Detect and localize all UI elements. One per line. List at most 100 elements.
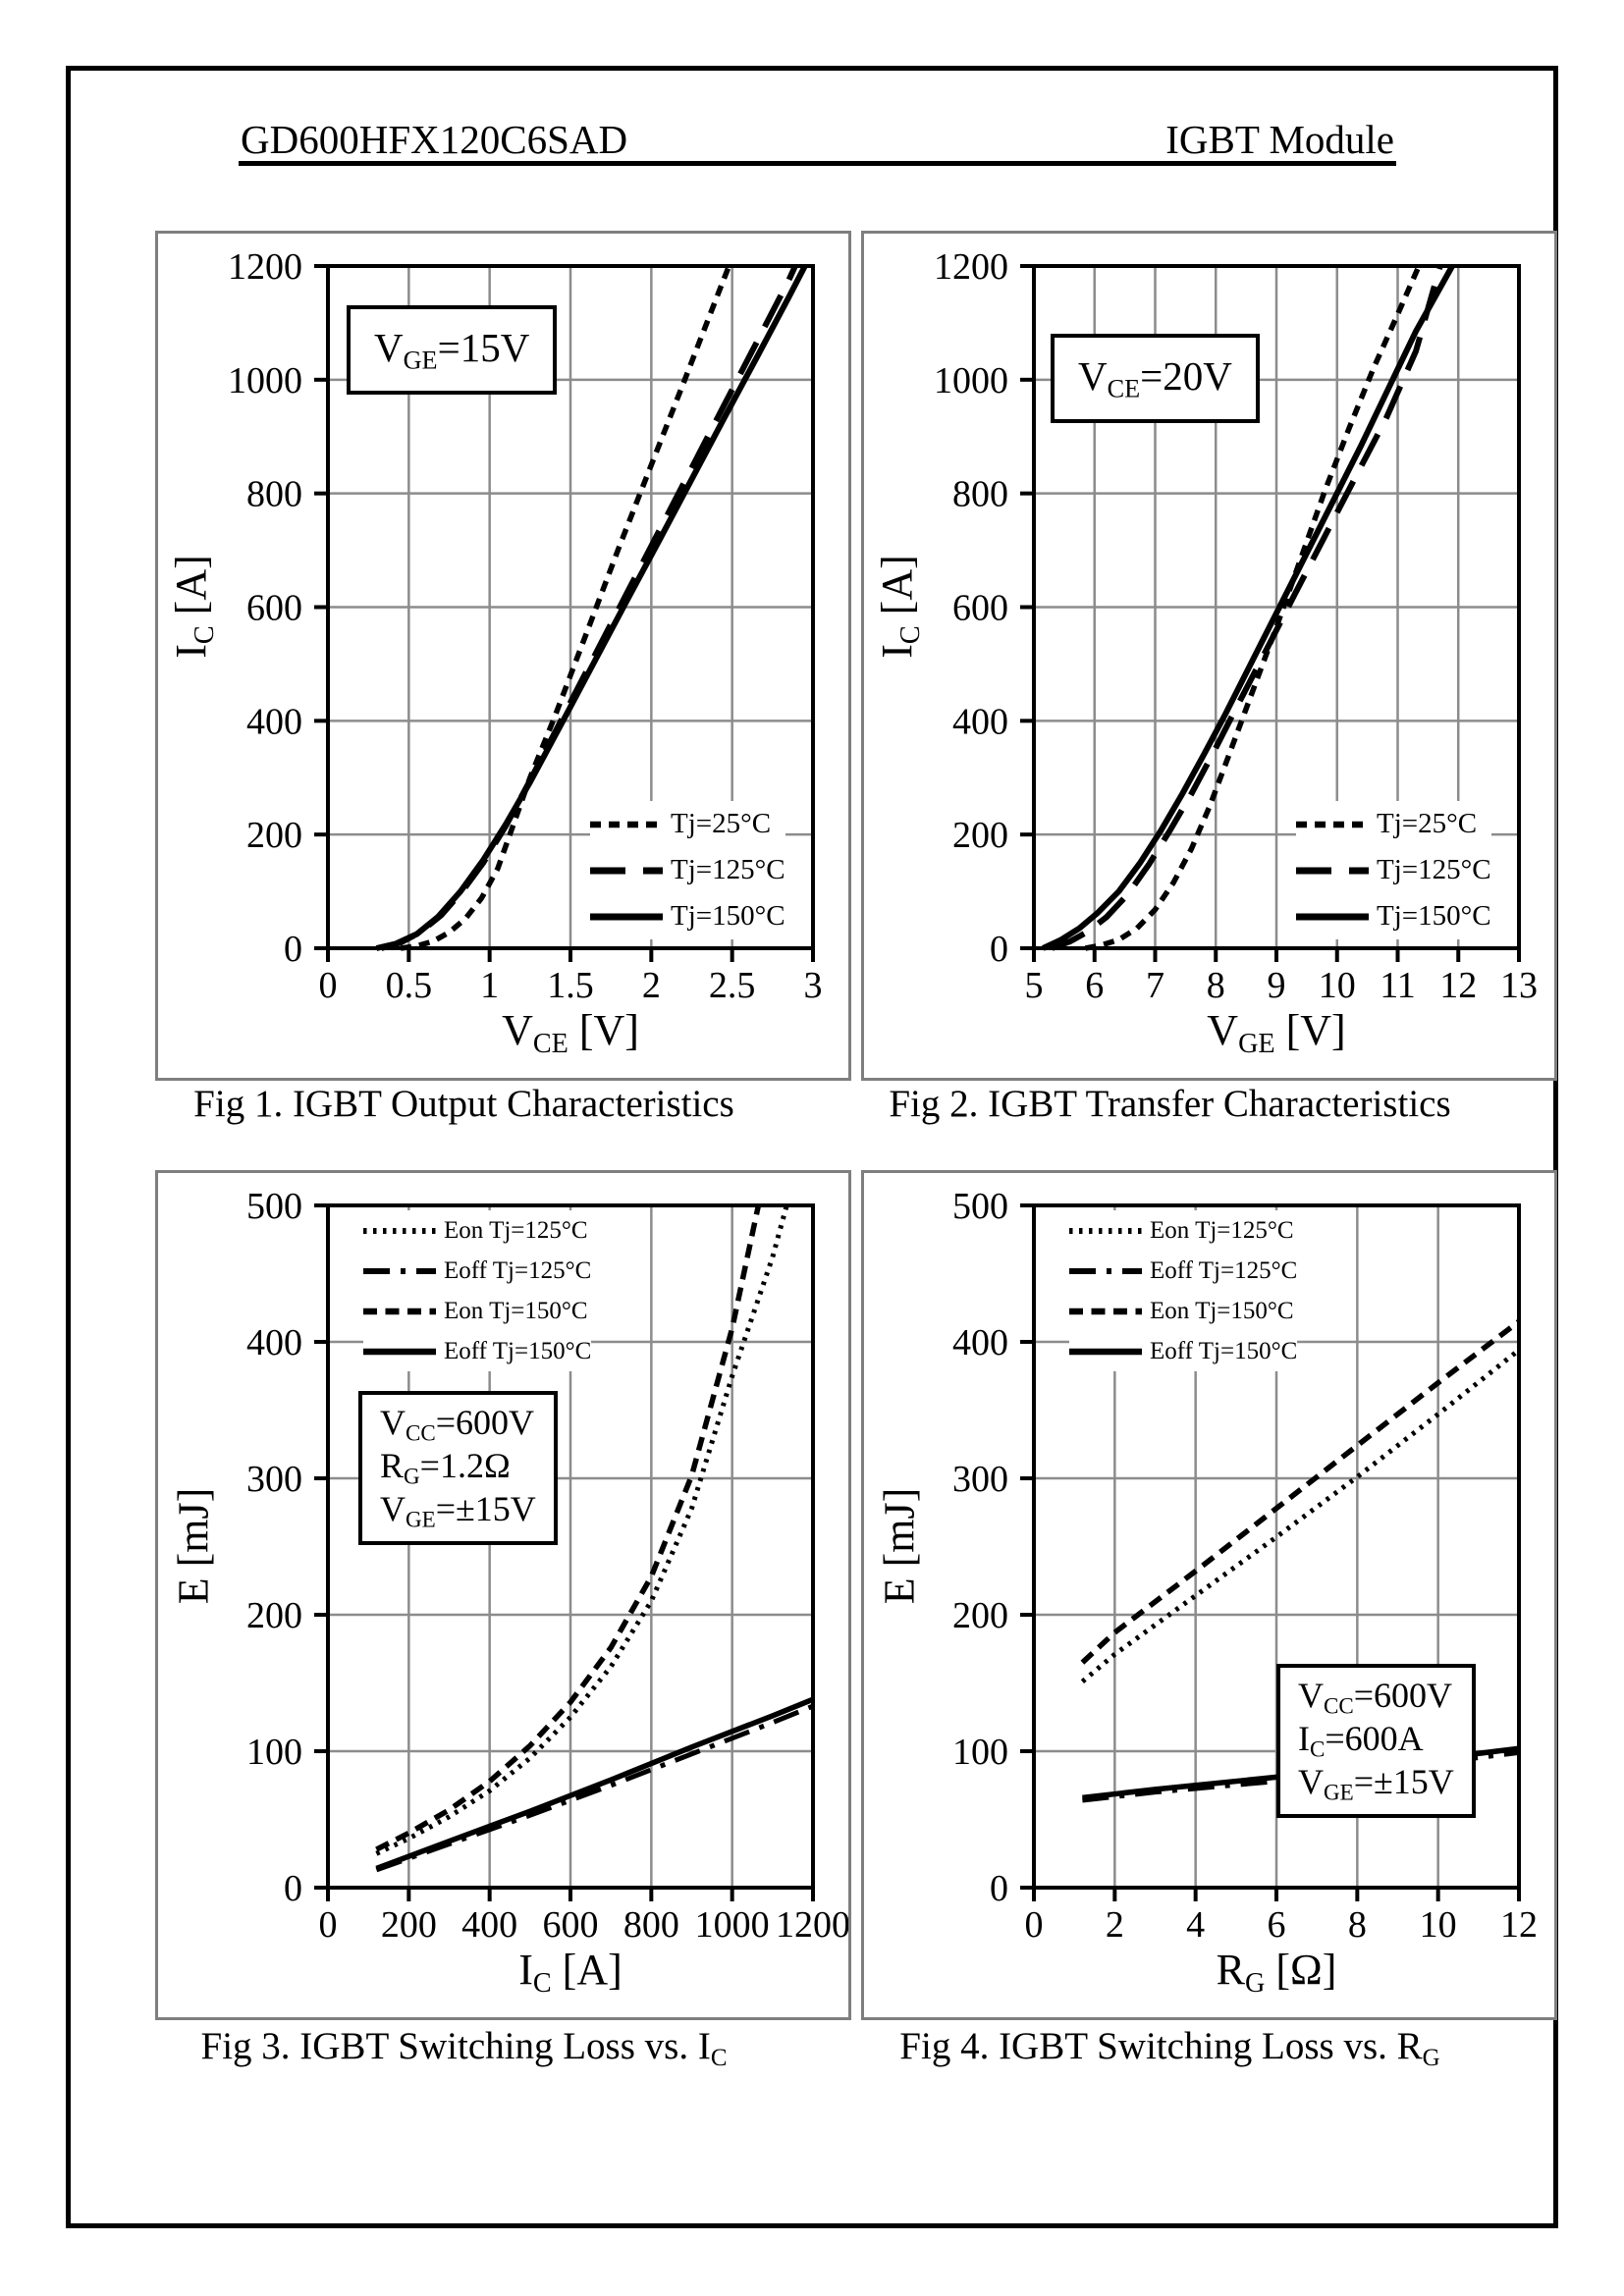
x-tick-label: 10 xyxy=(1420,1904,1457,1946)
legend-line-sample-icon xyxy=(363,1267,436,1274)
x-tick-label: 8 xyxy=(1348,1904,1367,1946)
subscript: GE xyxy=(403,346,438,375)
subscript: CC xyxy=(406,1419,436,1446)
subscript: C xyxy=(894,625,926,645)
curve-tj-150-c xyxy=(1042,264,1455,951)
legend-entry: Eon Tj=150°C xyxy=(363,1291,591,1331)
x-tick-label: 800 xyxy=(623,1904,679,1946)
condition-line: VCE=20V xyxy=(1078,351,1232,405)
text-part: V xyxy=(502,1006,533,1054)
text-part: =±15V xyxy=(1353,1762,1454,1802)
doc-title: GD600HFX120C6SAD xyxy=(241,117,628,162)
text-part: Fig 3. IGBT Switching Loss vs. I xyxy=(200,2025,711,2067)
condition-line: VGE=±15V xyxy=(380,1489,536,1532)
x-tick-label: 1 xyxy=(480,965,499,1006)
legend-entry: Eoff Tj=150°C xyxy=(1069,1331,1297,1371)
legend-entry: Tj=25°C xyxy=(590,801,785,847)
x-tick-label: 4 xyxy=(1186,1904,1205,1946)
y-tick-label: 600 xyxy=(952,588,1008,629)
condition-line: IC=600A xyxy=(1298,1719,1454,1762)
chart-panel-fig1: 0 0.5 1 1.5 2 2.5 3 0 200 400 600 800 1000 1200 IC [A]… xyxy=(155,231,851,1081)
legend-line-sample-icon xyxy=(1296,867,1369,874)
text-part: Fig 2. IGBT Transfer Characteristics xyxy=(889,1083,1451,1125)
fig1-x-axis-title: VCE [V] xyxy=(328,1005,813,1060)
y-tick-label: 400 xyxy=(246,701,302,742)
text-part: [A] xyxy=(167,555,216,626)
condition-line: VCC=600V xyxy=(1298,1676,1454,1719)
chart-panel-fig4: 0 2 4 6 8 10 12 0 100 200 300 400 500 E [mJ] RG [Ω] VCC… xyxy=(861,1170,1557,2020)
text-part: I xyxy=(518,1946,533,1994)
fig2-condition-box: VCE=20V xyxy=(1051,334,1260,424)
legend-entry: Tj=125°C xyxy=(1296,847,1491,893)
legend-label: Tj=25°C xyxy=(1377,808,1478,839)
curve-eoff-tj-150-c xyxy=(375,1696,815,1872)
text-part: R xyxy=(1216,1946,1245,1994)
legend-line-sample-icon xyxy=(1296,913,1369,920)
fig4-legend: Eon Tj=125°C Eoff Tj=125°C Eon Tj=150°C Eof… xyxy=(1069,1210,1298,1371)
fig3-x-axis-title: IC [A] xyxy=(328,1945,813,2000)
y-tick-label: 200 xyxy=(246,815,302,856)
text-part: Fig 4. IGBT Switching Loss vs. R xyxy=(899,2025,1423,2067)
legend-entry: Eon Tj=125°C xyxy=(1069,1210,1297,1251)
fig1-y-axis-title: IC [A] xyxy=(166,555,221,659)
legend-line-sample-icon xyxy=(363,1348,436,1355)
legend-entry: Tj=150°C xyxy=(1296,893,1491,939)
legend-label: Eoff Tj=125°C xyxy=(1150,1256,1298,1284)
x-tick-label: 11 xyxy=(1380,965,1416,1006)
curve-tj-25-c xyxy=(1084,264,1422,951)
fig2-legend: Tj=25°C Tj=125°C Tj=150°C xyxy=(1296,801,1491,939)
legend-label: Eon Tj=150°C xyxy=(1150,1297,1294,1324)
x-tick-label: 0 xyxy=(319,1904,338,1946)
x-tick-label: 200 xyxy=(381,1904,437,1946)
x-tick-label: 10 xyxy=(1319,965,1356,1006)
y-tick-label: 100 xyxy=(952,1732,1008,1773)
legend-line-sample-icon xyxy=(590,821,663,828)
subscript: GE xyxy=(1238,1028,1275,1059)
x-tick-label: 2.5 xyxy=(709,965,756,1006)
text-part: [Ω] xyxy=(1265,1946,1337,1994)
x-tick-label: 9 xyxy=(1268,965,1286,1006)
curve-eon-tj-125-c xyxy=(1080,1348,1521,1684)
fig1-legend: Tj=25°C Tj=125°C Tj=150°C xyxy=(590,801,785,939)
legend-label: Tj=25°C xyxy=(671,808,772,839)
subscript: C xyxy=(532,1967,552,1999)
fig2-y-axis-title: IC [A] xyxy=(872,555,927,659)
text-part: E [mJ] xyxy=(875,1487,924,1605)
curve-tj-125-c xyxy=(1051,265,1443,951)
text-part: V xyxy=(1298,1762,1324,1802)
legend-entry: Eoff Tj=150°C xyxy=(363,1331,591,1371)
x-tick-label: 2 xyxy=(642,965,661,1006)
y-tick-label: 400 xyxy=(246,1322,302,1363)
x-tick-label: 1200 xyxy=(776,1904,848,1946)
x-tick-label: 600 xyxy=(543,1904,599,1946)
text-part: I xyxy=(1298,1719,1310,1759)
legend-line-sample-icon xyxy=(1069,1267,1142,1274)
x-tick-label: 13 xyxy=(1500,965,1538,1006)
text-part: =±15V xyxy=(435,1489,536,1529)
doc-subtitle: IGBT Module xyxy=(1165,117,1394,162)
subscript: GE xyxy=(1324,1779,1354,1805)
y-tick-label: 100 xyxy=(246,1732,302,1773)
legend-label: Eoff Tj=150°C xyxy=(1150,1337,1298,1364)
x-tick-label: 12 xyxy=(1500,1904,1538,1946)
text-part: =600V xyxy=(435,1403,535,1442)
y-tick-label: 600 xyxy=(246,588,302,629)
text-part: V xyxy=(380,1403,406,1442)
fig1-condition-box: VGE=15V xyxy=(347,305,558,396)
legend-line-sample-icon xyxy=(363,1308,436,1314)
y-tick-label: 800 xyxy=(952,474,1008,515)
fig3-condition-box: VCC=600V RG=1.2Ω VGE=±15V xyxy=(358,1391,558,1545)
subscript: C xyxy=(710,2044,728,2071)
y-tick-label: 200 xyxy=(952,815,1008,856)
x-tick-label: 2 xyxy=(1106,1904,1124,1946)
curve-tj-150-c xyxy=(375,264,808,951)
subscript: CE xyxy=(1107,374,1141,403)
legend-entry: Tj=25°C xyxy=(1296,801,1491,847)
y-tick-label: 1200 xyxy=(228,246,302,288)
y-tick-label: 300 xyxy=(952,1459,1008,1500)
fig4-x-axis-title: RG [Ω] xyxy=(1034,1945,1519,2000)
y-tick-label: 0 xyxy=(990,1868,1008,1909)
y-tick-label: 0 xyxy=(284,929,302,970)
legend-line-sample-icon xyxy=(1296,821,1369,828)
